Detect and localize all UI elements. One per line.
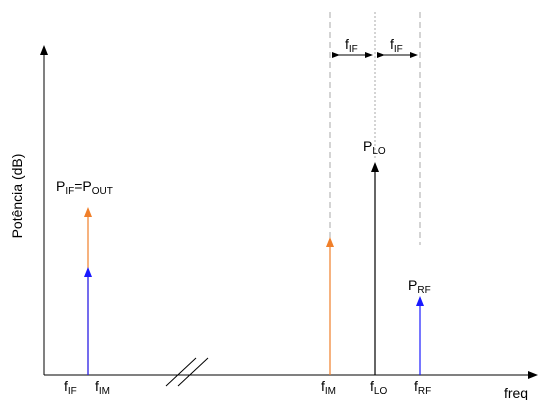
tick-label-fim-left: fIM — [95, 378, 110, 397]
tick-label-fim-right: fIM — [321, 378, 336, 397]
y-axis-title: Potência (dB) — [9, 154, 25, 239]
label-prf: PRF — [408, 277, 431, 296]
axis-break-mark — [165, 357, 209, 387]
tick-label-flo: fLO — [370, 378, 387, 397]
label-pif-pout: PIF=POUT — [56, 178, 113, 197]
x-axis-title: freq — [504, 385, 528, 400]
tick-label-fif: fIF — [64, 378, 77, 397]
tick-label-frf: fRF — [414, 378, 431, 397]
label-plo: PLO — [363, 138, 386, 157]
spacing-label-left: fIF — [345, 36, 358, 55]
spacing-label-right: fIF — [390, 36, 403, 55]
